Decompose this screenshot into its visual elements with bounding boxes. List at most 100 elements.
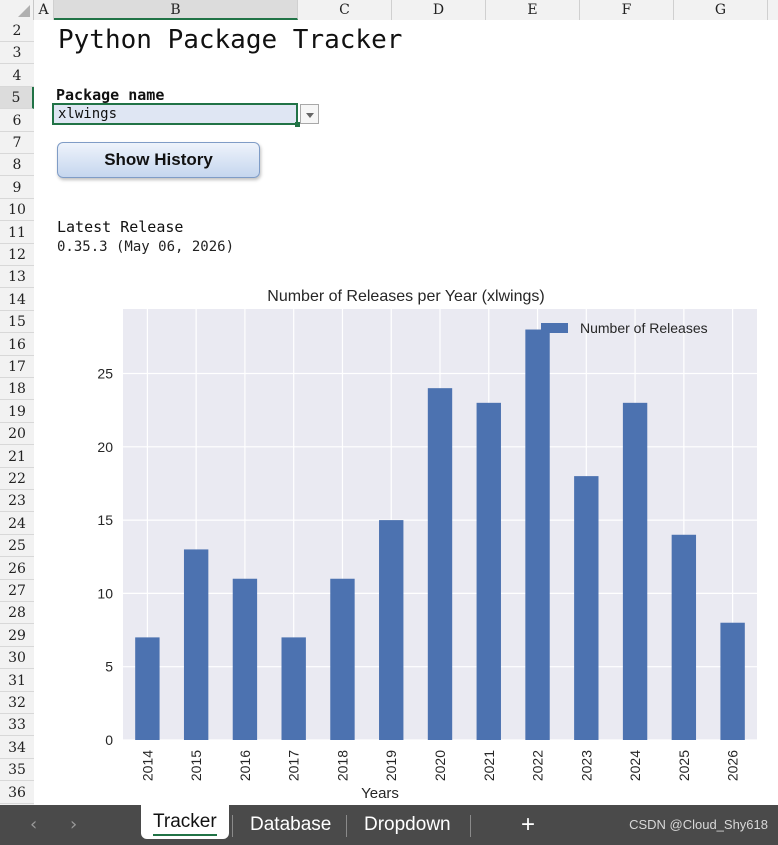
x-tick-label: 2016 xyxy=(237,750,253,781)
bar-2015 xyxy=(183,549,209,740)
x-tick-label: 2021 xyxy=(481,750,497,781)
row-header-12[interactable]: 12 xyxy=(0,244,34,266)
tab-database[interactable]: Database xyxy=(250,814,332,835)
column-header-g[interactable]: G xyxy=(674,0,768,20)
row-header-23[interactable]: 23 xyxy=(0,490,34,513)
tab-tracker[interactable]: Tracker xyxy=(141,805,229,839)
package-name-cell[interactable]: xlwings xyxy=(52,103,300,127)
row-header-24[interactable]: 24 xyxy=(0,513,34,535)
column-header-a[interactable]: A xyxy=(34,0,54,20)
worksheet-area[interactable]: Python Package Tracker Package name xlwi… xyxy=(34,20,778,805)
row-header-25[interactable]: 25 xyxy=(0,535,34,558)
x-tick-label: 2019 xyxy=(383,750,399,781)
bar-2026 xyxy=(720,622,745,740)
row-header-2[interactable]: 2 xyxy=(0,20,34,42)
column-header-f[interactable]: F xyxy=(580,0,674,20)
x-tick-label: 2024 xyxy=(627,750,643,781)
x-tick-label: 2018 xyxy=(334,750,350,781)
row-header-30[interactable]: 30 xyxy=(0,647,34,670)
row-header-31[interactable]: 31 xyxy=(0,670,34,692)
bar-2020 xyxy=(427,388,453,740)
row-header-19[interactable]: 19 xyxy=(0,401,34,423)
watermark: CSDN @Cloud_Shy618 xyxy=(629,817,768,832)
row-header-7[interactable]: 7 xyxy=(0,132,34,154)
column-header-bar: A B C D E F G xyxy=(0,0,778,21)
column-header-c[interactable]: C xyxy=(298,0,392,20)
row-header-16[interactable]: 16 xyxy=(0,334,34,356)
row-header-5[interactable]: 5 xyxy=(0,87,34,110)
tab-dropdown[interactable]: Dropdown xyxy=(364,814,451,835)
package-dropdown-button[interactable] xyxy=(300,104,319,124)
tab-separator xyxy=(346,815,347,837)
bar-2022 xyxy=(525,329,550,740)
latest-release-value: 0.35.3 (May 06, 2026) xyxy=(57,239,235,255)
bar-2017 xyxy=(281,637,306,740)
y-tick-label: 20 xyxy=(97,439,113,455)
row-header-27[interactable]: 27 xyxy=(0,580,34,602)
row-header-34[interactable]: 34 xyxy=(0,737,34,759)
row-header-26[interactable]: 26 xyxy=(0,558,34,580)
row-header-36[interactable]: 36 xyxy=(0,782,34,804)
chart-title: Number of Releases per Year (xlwings) xyxy=(267,288,544,305)
bar-2014 xyxy=(135,637,160,740)
tab-separator xyxy=(232,815,233,837)
x-tick-label: 2023 xyxy=(578,750,594,781)
row-header-6[interactable]: 6 xyxy=(0,110,34,132)
select-all-corner[interactable] xyxy=(0,0,34,20)
page-title: Python Package Tracker xyxy=(58,25,403,55)
tab-separator xyxy=(470,815,471,837)
row-header-22[interactable]: 22 xyxy=(0,468,34,490)
x-tick-label: 2025 xyxy=(676,750,692,781)
y-tick-label: 10 xyxy=(97,585,113,601)
row-header-18[interactable]: 18 xyxy=(0,378,34,401)
x-tick-label: 2020 xyxy=(432,750,448,781)
row-header-28[interactable]: 28 xyxy=(0,602,34,625)
select-all-triangle-icon xyxy=(18,5,30,17)
package-name-label: Package name xyxy=(56,86,165,104)
x-tick-label: 2017 xyxy=(286,750,302,781)
row-header-33[interactable]: 33 xyxy=(0,714,34,737)
y-tick-label: 15 xyxy=(97,512,113,528)
row-header-15[interactable]: 15 xyxy=(0,311,34,334)
y-tick-label: 0 xyxy=(105,732,113,748)
bar-2023 xyxy=(574,476,599,740)
show-history-button[interactable]: Show History xyxy=(57,142,260,178)
bar-2019 xyxy=(379,520,404,740)
chart-x-ticks: 2014 2015 2016 2017 2018 2019 2020 2021 2022 2023… xyxy=(139,750,740,781)
x-tick-label: 2026 xyxy=(725,750,741,781)
row-header-11[interactable]: 11 xyxy=(0,222,34,244)
column-header-d[interactable]: D xyxy=(392,0,486,20)
row-header-20[interactable]: 20 xyxy=(0,423,34,446)
row-header-29[interactable]: 29 xyxy=(0,625,34,647)
latest-release-label: Latest Release xyxy=(57,218,184,236)
bar-2021 xyxy=(476,402,501,740)
add-sheet-button[interactable]: + xyxy=(521,811,536,838)
row-header-8[interactable]: 8 xyxy=(0,154,34,177)
x-tick-label: 2022 xyxy=(530,750,546,781)
prev-sheet-icon[interactable]: ‹ xyxy=(30,814,38,835)
next-sheet-icon[interactable]: › xyxy=(70,814,78,835)
legend-label: Number of Releases xyxy=(580,320,708,336)
row-header-10[interactable]: 10 xyxy=(0,199,34,222)
bar-2025 xyxy=(671,534,697,740)
row-header-3[interactable]: 3 xyxy=(0,42,34,65)
row-header-13[interactable]: 13 xyxy=(0,266,34,289)
tab-tracker-label: Tracker xyxy=(153,811,217,832)
column-header-e[interactable]: E xyxy=(486,0,580,20)
row-header-14[interactable]: 14 xyxy=(0,289,34,311)
row-header-9[interactable]: 9 xyxy=(0,177,34,199)
chart-legend: Number of Releases xyxy=(541,320,708,336)
bar-2016 xyxy=(232,578,258,740)
sheet-tab-bar: ‹ › Tracker Database Dropdown + CSDN @Cl… xyxy=(0,805,778,845)
row-header-32[interactable]: 32 xyxy=(0,692,34,714)
row-header-35[interactable]: 35 xyxy=(0,759,34,782)
column-header-b[interactable]: B xyxy=(54,0,298,20)
row-header-17[interactable]: 17 xyxy=(0,356,34,378)
active-tab-underline xyxy=(153,834,217,836)
row-header-4[interactable]: 4 xyxy=(0,65,34,87)
bar-2018 xyxy=(330,578,355,740)
x-tick-label: 2015 xyxy=(188,750,204,781)
y-tick-label: 5 xyxy=(105,659,113,675)
row-header-21[interactable]: 21 xyxy=(0,446,34,468)
